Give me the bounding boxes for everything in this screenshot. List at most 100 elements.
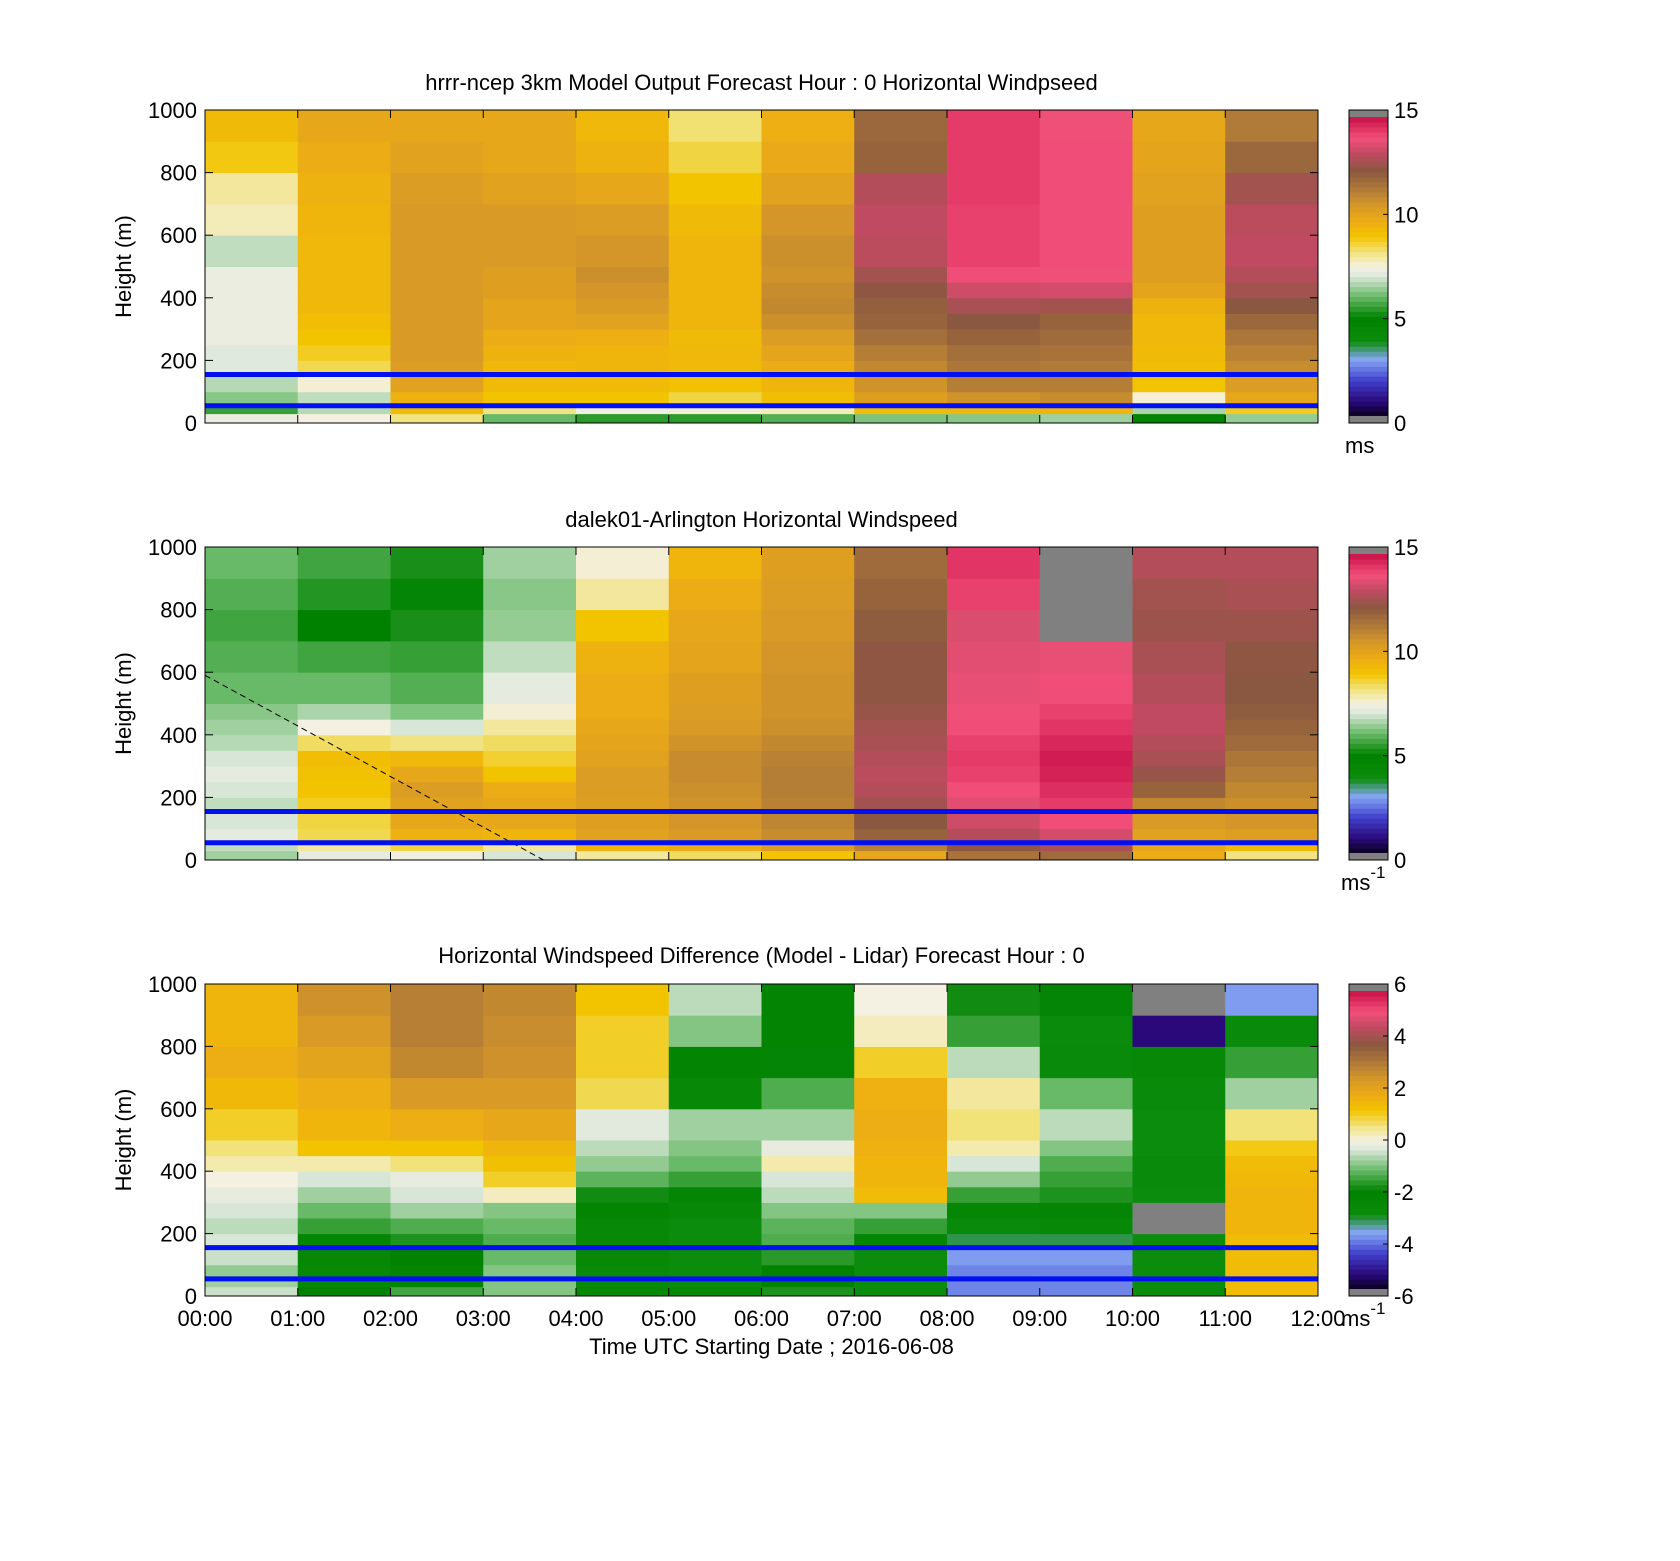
x-tick-label: 12:00 bbox=[1290, 1306, 1345, 1331]
x-tick-label: 02:00 bbox=[363, 1306, 418, 1331]
colorbar-segment bbox=[1349, 653, 1388, 660]
colorbar-segment bbox=[1349, 578, 1388, 585]
heatmap-cell bbox=[297, 703, 391, 720]
heatmap-cell bbox=[761, 1155, 855, 1172]
colorbar-segment bbox=[1349, 256, 1388, 263]
colorbar-segment bbox=[1349, 321, 1388, 327]
heatmap-cell bbox=[761, 1202, 855, 1219]
colorbar-segment bbox=[1349, 181, 1388, 188]
heatmap-cell bbox=[1132, 841, 1226, 852]
heatmap-cell bbox=[1132, 1155, 1226, 1172]
heatmap-cell bbox=[1039, 578, 1133, 611]
heatmap-cell bbox=[947, 1186, 1041, 1203]
heatmap-cell bbox=[390, 1277, 484, 1288]
heatmap-cell bbox=[297, 984, 391, 1016]
colorbar-unit-base: ms bbox=[1341, 1306, 1370, 1331]
heatmap-cell bbox=[483, 766, 577, 783]
colorbar-segment bbox=[1349, 643, 1388, 650]
heatmap-cell bbox=[483, 781, 577, 798]
heatmap-cell bbox=[668, 110, 762, 142]
heatmap-cell bbox=[1039, 640, 1133, 673]
heatmap-cell bbox=[390, 719, 484, 736]
heatmap-cell bbox=[854, 1218, 948, 1235]
colorbar-tick-label: 2 bbox=[1394, 1076, 1406, 1101]
colorbar-unit-base: ms bbox=[1345, 433, 1374, 458]
heatmap-cell bbox=[668, 266, 762, 283]
heatmap-cell bbox=[205, 1140, 299, 1157]
colorbar-tick-label: 10 bbox=[1394, 639, 1418, 664]
heatmap-cell bbox=[297, 734, 391, 751]
heatmap-cell bbox=[483, 1015, 577, 1047]
heatmap-cell bbox=[205, 1286, 299, 1297]
heatmap-cell bbox=[947, 235, 1041, 267]
heatmap-cell bbox=[297, 1249, 391, 1266]
heatmap-cell bbox=[297, 1264, 391, 1278]
heatmap-cell bbox=[483, 719, 577, 736]
heatmap-cell bbox=[297, 1077, 391, 1110]
heatmap-cell bbox=[483, 404, 577, 415]
x-axis-label: Time UTC Starting Date ; 2016-06-08 bbox=[589, 1334, 954, 1359]
heatmap-cell bbox=[483, 828, 577, 842]
heatmap-cell bbox=[761, 1077, 855, 1110]
colorbar-segment bbox=[1349, 331, 1388, 337]
heatmap-cell bbox=[1039, 203, 1133, 236]
colorbar-segment bbox=[1349, 995, 1388, 1002]
heatmap-cell bbox=[761, 391, 855, 405]
heatmap-cell bbox=[761, 1249, 855, 1266]
heatmap-cell bbox=[1132, 672, 1226, 704]
colorbar-segment bbox=[1349, 793, 1388, 799]
colorbar-segment bbox=[1349, 1110, 1388, 1116]
colorbar-segment bbox=[1349, 1154, 1388, 1161]
colorbar-segment bbox=[1349, 1214, 1388, 1221]
heatmap-cell bbox=[1039, 841, 1133, 852]
heatmap-cell bbox=[576, 672, 670, 704]
x-tick-label: 06:00 bbox=[734, 1306, 789, 1331]
colorbar-segment bbox=[1349, 678, 1388, 685]
colorbar-segment bbox=[1349, 156, 1388, 163]
heatmap-cell bbox=[205, 781, 299, 798]
heatmap-cell bbox=[761, 110, 855, 142]
heatmap-cell bbox=[205, 750, 299, 767]
heatmap-cell bbox=[483, 1277, 577, 1288]
heatmap-cell bbox=[576, 734, 670, 751]
heatmap-cell bbox=[576, 828, 670, 842]
heatmap-cell bbox=[205, 578, 299, 611]
heatmap-cell bbox=[1039, 297, 1133, 314]
heatmap-cell bbox=[483, 203, 577, 236]
colorbar-tick-label: 4 bbox=[1394, 1024, 1406, 1049]
colorbar-segment bbox=[1349, 226, 1388, 233]
colorbar-overflow bbox=[1349, 984, 1388, 991]
heatmap-cell bbox=[390, 1077, 484, 1110]
heatmap-cell bbox=[205, 828, 299, 842]
heatmap-cell bbox=[1039, 1077, 1133, 1110]
heatmap-cell bbox=[1225, 609, 1319, 642]
heatmap-cell bbox=[854, 609, 948, 642]
heatmap-cell bbox=[205, 1015, 299, 1047]
heatmap-cell bbox=[1225, 1140, 1319, 1157]
heatmap-cell bbox=[1132, 110, 1226, 142]
heatmap-cell bbox=[947, 766, 1041, 783]
colorbar-segment bbox=[1349, 1000, 1388, 1007]
heatmap-cell bbox=[483, 734, 577, 751]
heatmap-cell bbox=[1132, 1077, 1226, 1110]
colorbar-tick-label: 15 bbox=[1394, 98, 1418, 123]
heatmap-cell bbox=[668, 391, 762, 405]
heatmap-cell bbox=[668, 719, 762, 736]
heatmap-cell bbox=[205, 734, 299, 751]
heatmap-cell bbox=[205, 141, 299, 174]
heatmap-cell bbox=[1039, 734, 1133, 751]
heatmap-cell bbox=[761, 313, 855, 330]
heatmap-cell bbox=[205, 1108, 299, 1141]
heatmap-cell bbox=[483, 297, 577, 314]
heatmap-cell bbox=[854, 734, 948, 751]
heatmap-cell bbox=[390, 235, 484, 267]
heatmap-cell bbox=[854, 110, 948, 142]
heatmap-cell bbox=[390, 1015, 484, 1047]
colorbar-segment bbox=[1349, 261, 1388, 268]
heatmap-cell bbox=[205, 1249, 299, 1266]
heatmap-cell bbox=[1039, 828, 1133, 842]
heatmap-cell bbox=[668, 404, 762, 415]
heatmap-cell bbox=[390, 984, 484, 1016]
heatmap-cell bbox=[205, 203, 299, 236]
chart-title: Horizontal Windspeed Difference (Model -… bbox=[438, 943, 1084, 968]
